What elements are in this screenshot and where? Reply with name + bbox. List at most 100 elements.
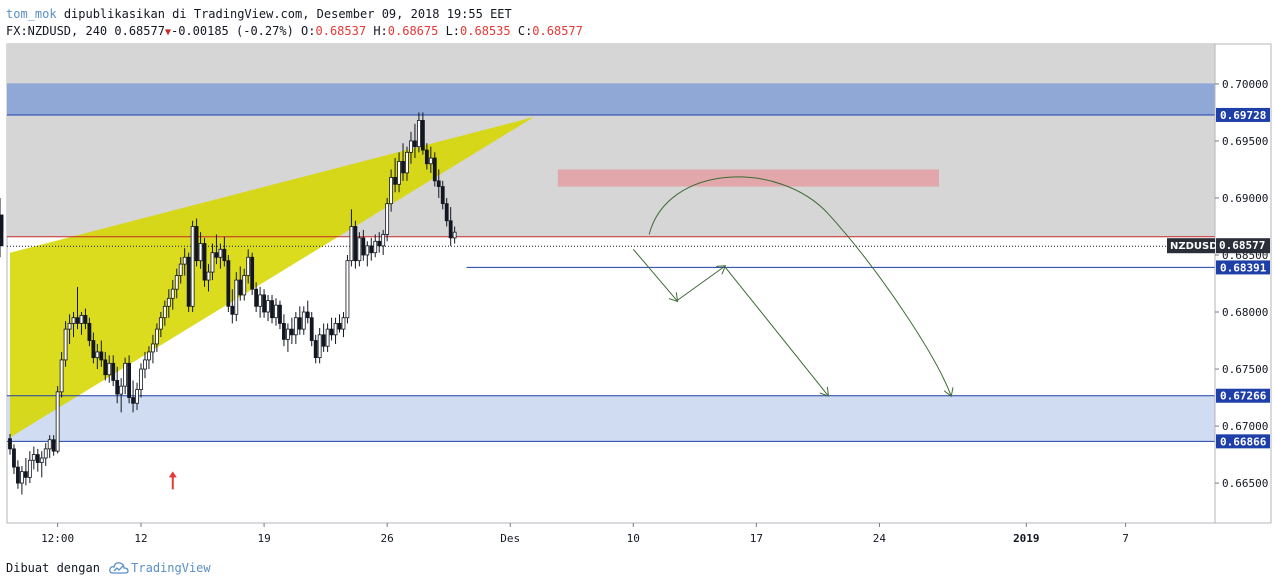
candle-body [321,334,326,347]
candle-body [329,328,334,336]
candle-body [385,203,390,235]
candle-body [313,340,318,359]
publish-info: tom_mok dipublikasikan di TradingView.co… [6,7,512,21]
up-arrow-icon [168,471,177,478]
candle-body [297,317,302,330]
candle-body [87,323,92,341]
candle-body [206,271,211,281]
candle-body [174,275,179,290]
low-label: L: [445,24,461,38]
candle-body [448,220,453,239]
candle-body [182,256,187,265]
candle-body [305,311,310,319]
candle-body [39,457,44,463]
last-price-tag [1216,238,1270,254]
candle-body [377,240,382,247]
time-tick-label: 12 [134,532,147,545]
candle-body [59,359,64,393]
price-tick-label: 0.69500 [1222,135,1268,148]
tradingview-brand-link[interactable]: TradingView [131,561,211,575]
candle-body [333,323,338,336]
price-level-tag [1216,434,1270,449]
candle-body [107,362,112,376]
candle-body [234,279,239,315]
time-tick-label: Des [500,532,520,545]
price-level-tag-label: 0.68391 [1220,261,1267,274]
candle-body [63,328,68,361]
candle-body [381,234,386,247]
candle-body [194,226,199,262]
candle-body [154,328,159,345]
candle-body [0,240,4,247]
symbol-line: FX:NZDUSD, 240 0.68577 [6,24,165,38]
candle-body [262,294,266,313]
candle-body [8,438,12,450]
candle-body [111,362,116,381]
price-level-tag [1216,107,1270,122]
candle-body [238,279,243,296]
candle-body [266,300,270,313]
candle-body [135,389,139,404]
low-value: 0.68535 [460,24,511,38]
high-value: 0.68675 [387,24,439,38]
candle-body [198,243,203,262]
candle-body [226,260,231,307]
price-level-tag-label: 0.67266 [1220,390,1267,403]
candle-body [409,140,413,153]
candle-body [91,340,96,359]
price-tick-label: 0.69000 [1222,192,1268,205]
supply-box [557,169,939,187]
published-text: dipublikasikan di TradingView.com, Desem… [63,7,512,21]
candle-body [373,240,378,254]
candle-body [55,391,60,452]
time-tick-label: 26 [381,532,394,545]
candle-body [420,120,425,151]
time-tick-label: 24 [873,532,887,545]
down-triangle-icon: ▼ [164,27,171,38]
candle-body [123,362,128,387]
candle-body [16,466,20,484]
candle-body [337,323,342,330]
candle-body [341,317,346,330]
candle-body [127,362,131,398]
candle-body [178,263,183,276]
candle-body [170,288,175,299]
candle-body [258,294,263,307]
price-level-tag [1216,260,1270,275]
candle-body [432,157,437,182]
symbol-info: FX:NZDUSD, 240 0.68577▼-0.00185 (-0.27%)… [6,24,583,38]
candle-body [23,471,28,478]
candle-body [353,226,358,262]
candle-body [274,304,278,319]
candle-body [357,237,362,262]
candle-body [246,256,251,276]
high-label: H: [373,24,388,38]
candle-body [20,471,24,484]
time-axis [7,523,1271,548]
author-link[interactable]: tom_mok [6,7,57,21]
candle-body [202,243,207,281]
candle-body [83,315,88,324]
price-tick-label: 0.67500 [1222,363,1268,376]
candle-body [214,252,219,258]
candle-body [143,359,147,370]
candle-body [218,248,223,258]
candle-body [452,231,457,239]
candle-body [210,252,215,273]
candle-body [428,157,433,165]
candle-body [405,151,409,174]
candle-body [99,351,104,361]
candle-body [436,180,441,187]
price-level-tag-label: 0.69728 [1220,109,1266,122]
candle-body [162,305,167,319]
candle-body [12,448,16,468]
candle-body [147,351,151,361]
upper-resistance-zone [7,83,1215,115]
candle-body [278,304,282,324]
candle-body [71,317,76,324]
triangle-pattern [10,116,535,438]
candle-body [365,245,370,256]
projection-arrow [632,248,677,300]
candle-body [27,459,32,478]
